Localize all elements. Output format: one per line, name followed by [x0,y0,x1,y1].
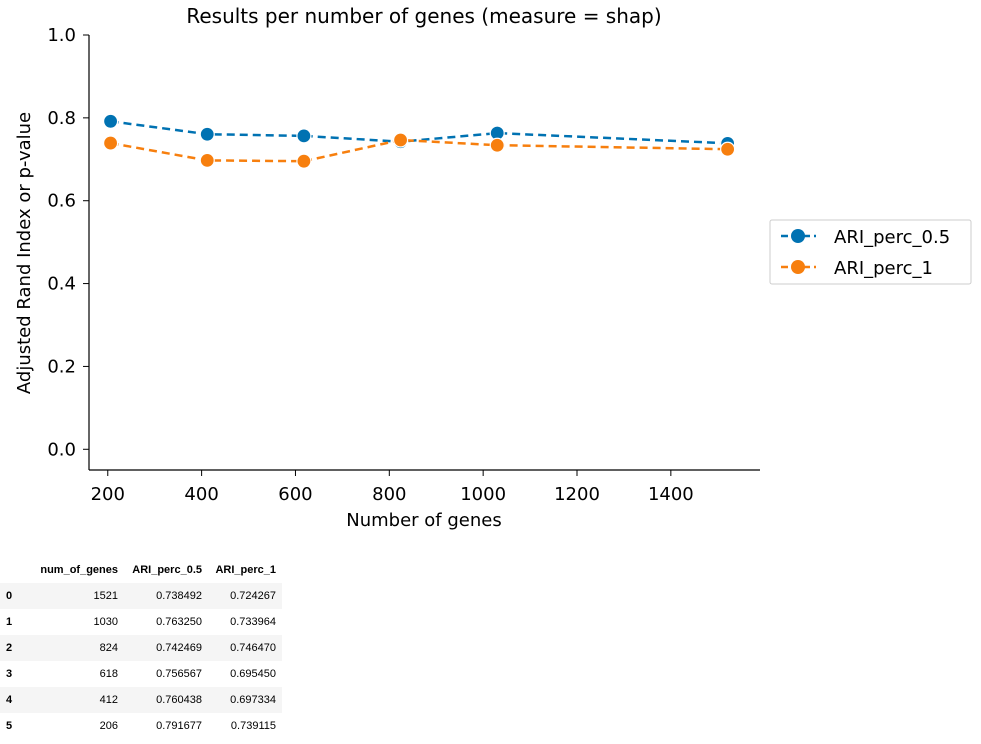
table-cell: 1521 [93,590,118,602]
x-axis-label: Number of genes [346,510,501,531]
chart-title: Results per number of genes (measure = s… [186,4,661,28]
series-line-0 [110,120,728,145]
x-tick-label: 200 [91,484,125,505]
x-tick-label: 1400 [648,484,694,505]
table-index-header [0,557,24,583]
table-cell: 0.756567 [156,668,202,680]
row-index: 2 [6,642,13,654]
table-cell: 0.739115 [230,720,276,732]
table-cell: 824 [99,642,118,654]
table-column-header: ARI_perc_0.5 [132,564,202,576]
row-index: 4 [6,694,13,706]
data-point [199,126,215,142]
data-point [296,153,312,169]
table-row: 3 618 0.756567 0.695450 [0,661,282,687]
data-point [720,141,736,157]
table-cell: 618 [99,668,118,680]
row-index: 0 [6,590,13,602]
x-tick-label: 400 [184,484,218,505]
y-tick-label: 0.4 [47,274,76,295]
table-row: 2 824 0.742469 0.746470 [0,635,282,661]
legend-label-0: ARI_perc_0.5 [834,227,950,248]
table-cell: 0.724267 [230,590,276,602]
table-row: 0 1521 0.738492 0.724267 [0,583,282,609]
table-cell: 0.746470 [230,642,276,654]
table-cell: 0.763250 [156,616,202,628]
table-column-header: ARI_perc_1 [215,564,276,576]
y-tick-label: 0.0 [47,439,76,460]
y-tick-label: 0.8 [47,108,76,129]
table-cell: 0.738492 [156,590,202,602]
data-point [102,113,119,129]
table-cell: 0.791677 [156,720,202,732]
table-cell: 0.695450 [230,668,276,680]
data-point [102,135,119,151]
table-cell: 1030 [93,616,118,628]
row-index: 1 [6,616,13,628]
legend-frame [769,219,972,285]
table-cell: 0.697334 [230,694,276,706]
row-index: 3 [6,668,13,680]
legend: ARI_perc_0.5 ARI_perc_1 [769,219,972,285]
table-row: 4 412 0.760438 0.697334 [0,687,282,713]
legend-label-1: ARI_perc_1 [834,258,933,279]
data-point [296,128,312,144]
x-tick-label: 600 [278,484,312,505]
line-chart: Results per number of genes (measure = s… [14,4,972,531]
data-point [392,132,409,148]
series-line-1 [110,138,728,163]
row-index: 5 [6,720,13,732]
table-cell: 412 [99,694,118,706]
table-row: 1 1030 0.763250 0.733964 [0,609,282,635]
legend-marker-0 [791,229,805,243]
data-point [199,152,215,168]
legend-marker-1 [791,260,805,274]
table-cell: 206 [99,720,118,732]
y-tick-label: 1.0 [47,25,76,46]
data-point [489,137,505,153]
x-tick-label: 1200 [554,484,600,505]
table-cell: 0.760438 [156,694,202,706]
x-tick-label: 1000 [460,484,506,505]
table-row: 5 206 0.791677 0.739115 [0,713,282,739]
table-cell: 0.742469 [156,642,202,654]
y-tick-label: 0.6 [47,191,76,212]
table-header-row: num_of_genes ARI_perc_0.5 ARI_perc_1 [0,557,282,583]
table-column-header: num_of_genes [40,564,118,576]
x-tick-label: 800 [372,484,406,505]
y-tick-label: 0.2 [47,356,76,377]
results-table: num_of_genes ARI_perc_0.5 ARI_perc_1 0 1… [0,557,282,739]
y-axis-label: Adjusted Rand Index or p-value [14,112,35,394]
table-cell: 0.733964 [230,616,276,628]
